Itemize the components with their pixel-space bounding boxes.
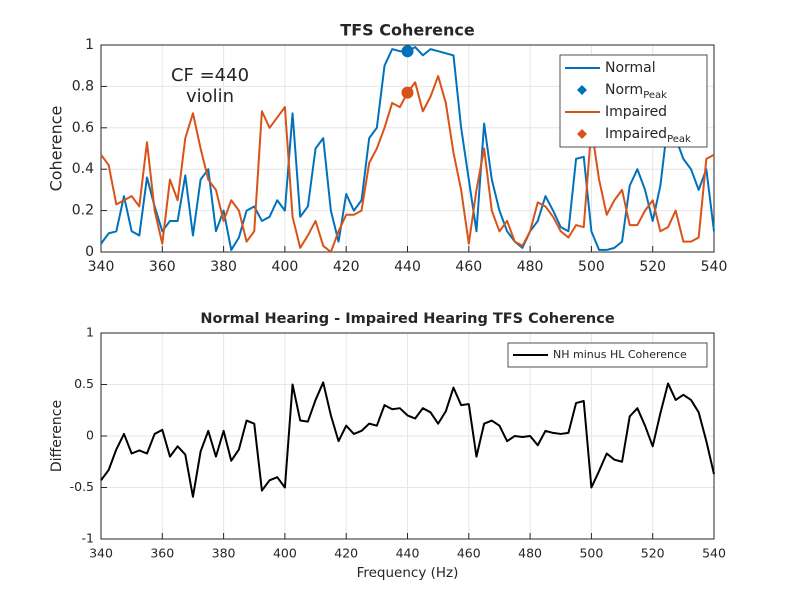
legend-swatch [577,85,587,95]
legend-subscript: Peak [667,134,691,145]
legend-name: NH minus HL Coherence [553,348,687,361]
legend-subscript: Peak [643,90,667,101]
axes-box [100,332,715,540]
y-tick-label: 1 [85,37,94,53]
x-tick-label: 460 [455,259,482,275]
y-tick-label: 0.6 [72,120,94,136]
x-tick-label: 420 [333,259,360,275]
series-line [100,381,715,498]
legend-name: Impaired [605,126,667,142]
y-tick-label: 0.5 [74,376,94,391]
legend-name: Impaired [605,104,667,120]
y-tick-label: 0.4 [72,161,94,177]
x-tick-label: 520 [641,546,665,561]
x-tick-label: 500 [579,546,603,561]
x-tick-label: 540 [702,546,726,561]
peak-marker [401,86,414,99]
x-tick-label: 520 [639,259,666,275]
x-tick-label: 360 [150,546,174,561]
axes: 340 360 380 400 420 440 460 480 500 520 540 -1 -0.5 0… [49,311,726,581]
x-tick-label: 340 [88,259,115,275]
x-tick-label: 360 [149,259,176,275]
x-tick-label: 340 [89,546,113,561]
y-tick-label: -1 [82,531,94,546]
legend-label: NH minus HL Coherence [553,348,687,361]
x-tick-label: 400 [272,259,299,275]
legend-label: ImpairedPeak [605,126,691,145]
legend-label: Impaired [605,104,667,120]
chart-title: Normal Hearing - Impaired Hearing TFS Co… [200,311,614,327]
x-tick-label: 380 [210,259,237,275]
annotation: CF =440 [171,65,249,86]
x-tick-label: 380 [212,546,236,561]
annotation: violin [186,86,234,107]
x-tick-label: 400 [273,546,297,561]
y-axis-label: Difference [49,400,65,472]
x-tick-label: 440 [394,259,421,275]
y-tick-label: 0 [85,244,94,260]
legend-name: Norm [605,82,643,98]
legend-swatch [577,129,587,139]
x-tick-label: 460 [457,546,481,561]
x-tick-label: 480 [518,546,542,561]
legend-label: Normal [605,60,656,76]
x-tick-label: 500 [578,259,605,275]
chart-title: TFS Coherence [340,21,475,40]
axes: 340 360 380 400 420 440 460 480 500 520 540 0 0.2 0.4… [47,21,728,276]
axes-box [100,44,715,253]
legend-label: NormPeak [605,82,667,101]
y-tick-label: 0 [86,428,94,443]
y-tick-label: 0.2 [72,203,94,219]
x-tick-label: 540 [701,259,728,275]
legend: NH minus HL Coherence [507,342,708,368]
x-tick-label: 480 [517,259,544,275]
y-tick-label: 1 [86,325,94,340]
x-axis-label: Frequency (Hz) [357,565,459,581]
y-axis-label: Coherence [47,106,66,192]
y-tick-label: -0.5 [70,479,94,494]
y-tick-label: 0.8 [72,78,94,94]
x-tick-label: 440 [396,546,420,561]
x-tick-label: 420 [334,546,358,561]
legend-name: Normal [605,60,656,76]
peak-marker [401,45,414,58]
